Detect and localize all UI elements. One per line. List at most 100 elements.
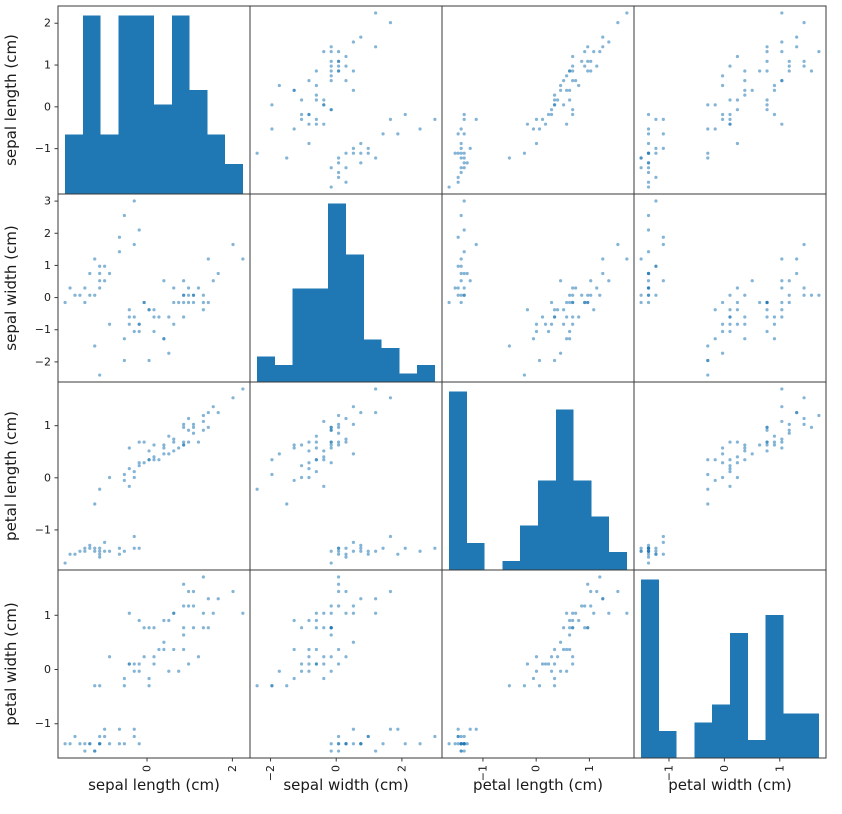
- data-point: [182, 582, 186, 586]
- data-point: [568, 329, 572, 334]
- data-point: [132, 727, 136, 731]
- data-point: [177, 446, 181, 450]
- data-point: [329, 185, 333, 189]
- data-point: [142, 300, 146, 305]
- data-point: [307, 662, 311, 666]
- data-point: [537, 358, 542, 363]
- data-point: [374, 156, 378, 160]
- data-point: [654, 117, 658, 121]
- histogram-bar: [712, 704, 730, 758]
- data-point: [525, 662, 530, 666]
- data-point: [351, 422, 356, 426]
- data-point: [366, 549, 370, 553]
- data-point: [270, 472, 274, 477]
- histogram-petal_length: [449, 391, 627, 570]
- data-point: [142, 626, 146, 630]
- data-point: [586, 45, 590, 49]
- data-point: [462, 117, 466, 121]
- data-point: [366, 734, 370, 739]
- data-point: [359, 161, 363, 165]
- data-point: [314, 458, 318, 462]
- data-point: [68, 742, 72, 746]
- data-point: [344, 416, 348, 421]
- data-point: [595, 64, 599, 68]
- data-point: [571, 662, 575, 666]
- histogram-bar: [573, 480, 592, 570]
- data-point: [88, 543, 92, 547]
- data-point: [122, 472, 126, 477]
- data-point: [589, 293, 593, 297]
- data-point: [374, 611, 378, 615]
- data-point: [654, 199, 658, 203]
- y-axis-petal_length: −1 0 1 petal length (cm): [2, 411, 58, 541]
- data-point: [601, 597, 605, 601]
- data-point: [182, 626, 186, 630]
- data-point: [562, 647, 566, 652]
- data-point: [359, 549, 363, 553]
- data-point: [73, 734, 77, 739]
- data-point: [336, 662, 341, 666]
- histogram-bar: [747, 740, 766, 758]
- data-point: [93, 549, 97, 553]
- data-point: [728, 308, 732, 312]
- data-point: [568, 337, 572, 341]
- data-point: [720, 446, 725, 450]
- data-point: [552, 676, 557, 681]
- data-point: [817, 293, 821, 297]
- data-point: [646, 185, 651, 189]
- data-point: [351, 88, 356, 92]
- data-point: [661, 552, 665, 556]
- data-point: [713, 458, 717, 462]
- data-point: [201, 308, 205, 312]
- data-point: [122, 684, 126, 688]
- data-point: [595, 286, 599, 290]
- data-point: [787, 279, 791, 283]
- data-point: [565, 315, 569, 319]
- data-point: [83, 742, 87, 746]
- data-point: [117, 552, 122, 556]
- data-point: [336, 413, 341, 418]
- data-point: [639, 257, 643, 261]
- data-point: [468, 146, 472, 150]
- data-point: [322, 626, 326, 630]
- x-axis-label-petal_length: petal length (cm): [473, 776, 603, 794]
- data-point: [706, 502, 710, 506]
- data-point: [186, 428, 191, 432]
- data-point: [552, 93, 557, 97]
- data-point: [206, 410, 210, 415]
- histogram-bar: [555, 409, 574, 570]
- data-point: [780, 286, 784, 290]
- data-point: [201, 428, 205, 432]
- data-point: [167, 452, 171, 456]
- data-point: [142, 655, 146, 659]
- data-point: [127, 662, 131, 666]
- data-point: [586, 626, 590, 630]
- data-point: [322, 655, 326, 659]
- data-point: [456, 175, 460, 179]
- data-point: [465, 161, 469, 165]
- data-point: [646, 271, 651, 276]
- data-point: [462, 749, 466, 753]
- x-tick-label: 0: [718, 765, 731, 772]
- data-point: [270, 127, 274, 131]
- data-point: [646, 170, 651, 175]
- data-point: [191, 422, 196, 426]
- data-point: [344, 151, 348, 155]
- histogram-bar: [171, 15, 190, 195]
- data-point: [88, 546, 92, 550]
- data-point: [531, 337, 536, 341]
- x-tick-label: 1: [583, 765, 596, 772]
- data-point: [728, 98, 732, 102]
- data-point: [720, 83, 725, 88]
- data-point: [462, 250, 466, 254]
- data-point: [552, 308, 557, 312]
- grid-cell-r0c0: [57, 5, 251, 195]
- data-point: [359, 35, 363, 39]
- data-point: [322, 611, 326, 615]
- cell-border: [633, 569, 827, 759]
- data-point: [571, 64, 575, 68]
- x-tick-label: −1: [476, 765, 489, 781]
- scatter-sepal_length-vs-sepal_width: [255, 11, 437, 189]
- data-point: [147, 358, 151, 363]
- histogram-bar: [207, 134, 226, 194]
